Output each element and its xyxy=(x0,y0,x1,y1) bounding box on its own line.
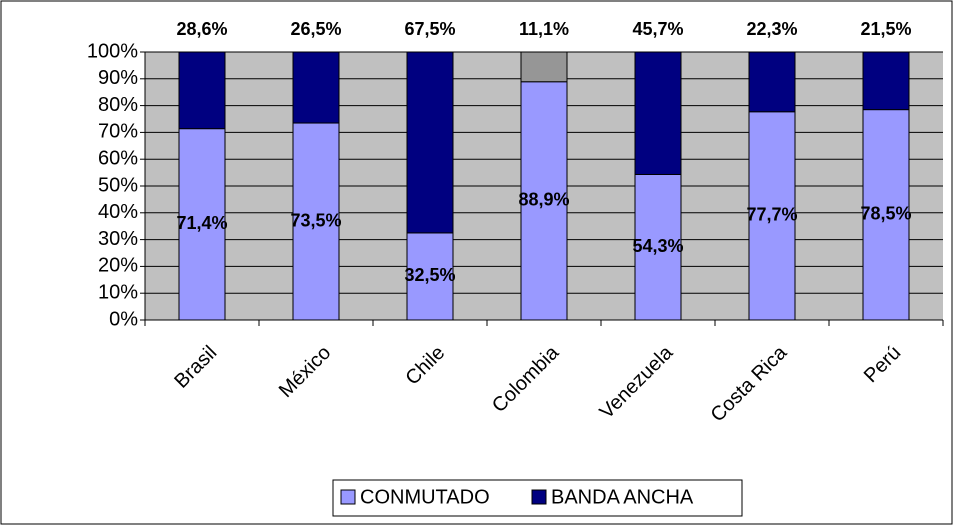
y-tick-label: 60% xyxy=(98,147,138,169)
y-tick-label: 0% xyxy=(109,308,138,330)
legend-label: CONMUTADO xyxy=(360,486,490,508)
legend-swatch xyxy=(531,489,547,505)
y-tick-label: 100% xyxy=(87,40,138,62)
value-label: 21,5% xyxy=(860,19,911,39)
value-label: 71,4% xyxy=(176,213,227,233)
y-tick-label: 30% xyxy=(98,228,138,250)
value-label: 67,5% xyxy=(404,19,455,39)
bar-segment xyxy=(748,51,796,113)
y-tick-label: 10% xyxy=(98,281,138,303)
legend-label: BANDA ANCHA xyxy=(551,486,694,508)
bar-segment xyxy=(178,51,226,130)
y-tick-label: 70% xyxy=(98,121,138,143)
value-label: 73,5% xyxy=(290,210,341,230)
value-label: 32,5% xyxy=(404,265,455,285)
legend: CONMUTADO BANDA ANCHA xyxy=(332,479,743,517)
legend-swatch xyxy=(340,489,356,505)
bar-segment xyxy=(520,81,568,321)
value-label: 45,7% xyxy=(632,19,683,39)
bar-segment xyxy=(178,128,226,321)
bar-segment xyxy=(406,232,454,321)
bar-segment xyxy=(292,51,340,124)
y-tick-label: 90% xyxy=(98,67,138,89)
value-label: 54,3% xyxy=(632,236,683,256)
bar-segment xyxy=(862,109,910,321)
bar-segment xyxy=(406,51,454,234)
value-label: 77,7% xyxy=(746,205,797,225)
value-label: 22,3% xyxy=(746,19,797,39)
bar-segment xyxy=(862,51,910,111)
value-label: 11,1% xyxy=(519,19,569,39)
bar-segment xyxy=(748,111,796,321)
value-label: 88,9% xyxy=(518,190,569,210)
value-label: 26,5% xyxy=(290,19,341,39)
y-tick-label: 80% xyxy=(98,94,138,116)
y-tick-label: 40% xyxy=(98,201,138,223)
y-tick-label: 50% xyxy=(98,174,138,196)
bar-segment xyxy=(520,51,568,83)
y-tick-label: 20% xyxy=(98,255,138,277)
value-label: 28,6% xyxy=(176,19,227,39)
bar-segment xyxy=(634,51,682,175)
value-label: 78,5% xyxy=(860,204,911,224)
